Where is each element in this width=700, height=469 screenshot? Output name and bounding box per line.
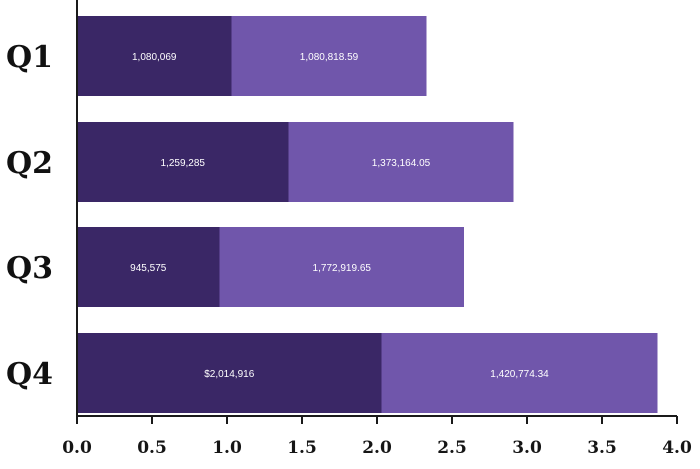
bar-segment-label: 1,080,818.59	[300, 52, 359, 63]
x-tick-label: 1.5	[287, 438, 317, 458]
category-label: Q4	[6, 357, 53, 392]
bar-segment-label: 1,373,164.05	[372, 158, 431, 169]
x-tick-label: 2.0	[362, 438, 392, 458]
bar-segment-label: $2,014,916	[204, 369, 254, 380]
x-tick-label: 1.0	[212, 438, 242, 458]
x-tick-label: 4.0	[662, 438, 692, 458]
x-tick-label: 2.5	[437, 438, 467, 458]
bar-segment	[231, 16, 427, 96]
bar-segment	[288, 122, 514, 202]
bar-segment	[77, 122, 289, 202]
bar-segment	[77, 16, 232, 96]
bar-segment-label: 1,772,919.65	[313, 263, 372, 274]
bar-segment-label: 945,575	[130, 263, 167, 274]
bar-segment-label: 1,259,285	[161, 158, 206, 169]
plot-area: 1,080,069 1,080,818.59 Q1 1,259,285 1,373,16…	[6, 16, 692, 458]
bar-segment	[219, 227, 464, 307]
bar-segment	[77, 227, 220, 307]
x-tick-label: 0.5	[137, 438, 167, 458]
category-label: Q3	[6, 251, 53, 286]
bar-segment-label: 1,080,069	[132, 52, 177, 63]
category-label: Q1	[6, 40, 53, 75]
bar-segment-label: 1,420,774.34	[490, 369, 549, 380]
x-tick-label: 3.0	[512, 438, 542, 458]
x-tick-label: 0.0	[62, 438, 92, 458]
bar-segment	[77, 333, 382, 413]
category-label: Q2	[6, 146, 53, 181]
x-tick-label: 3.5	[587, 438, 617, 458]
bar-segment	[381, 333, 658, 413]
